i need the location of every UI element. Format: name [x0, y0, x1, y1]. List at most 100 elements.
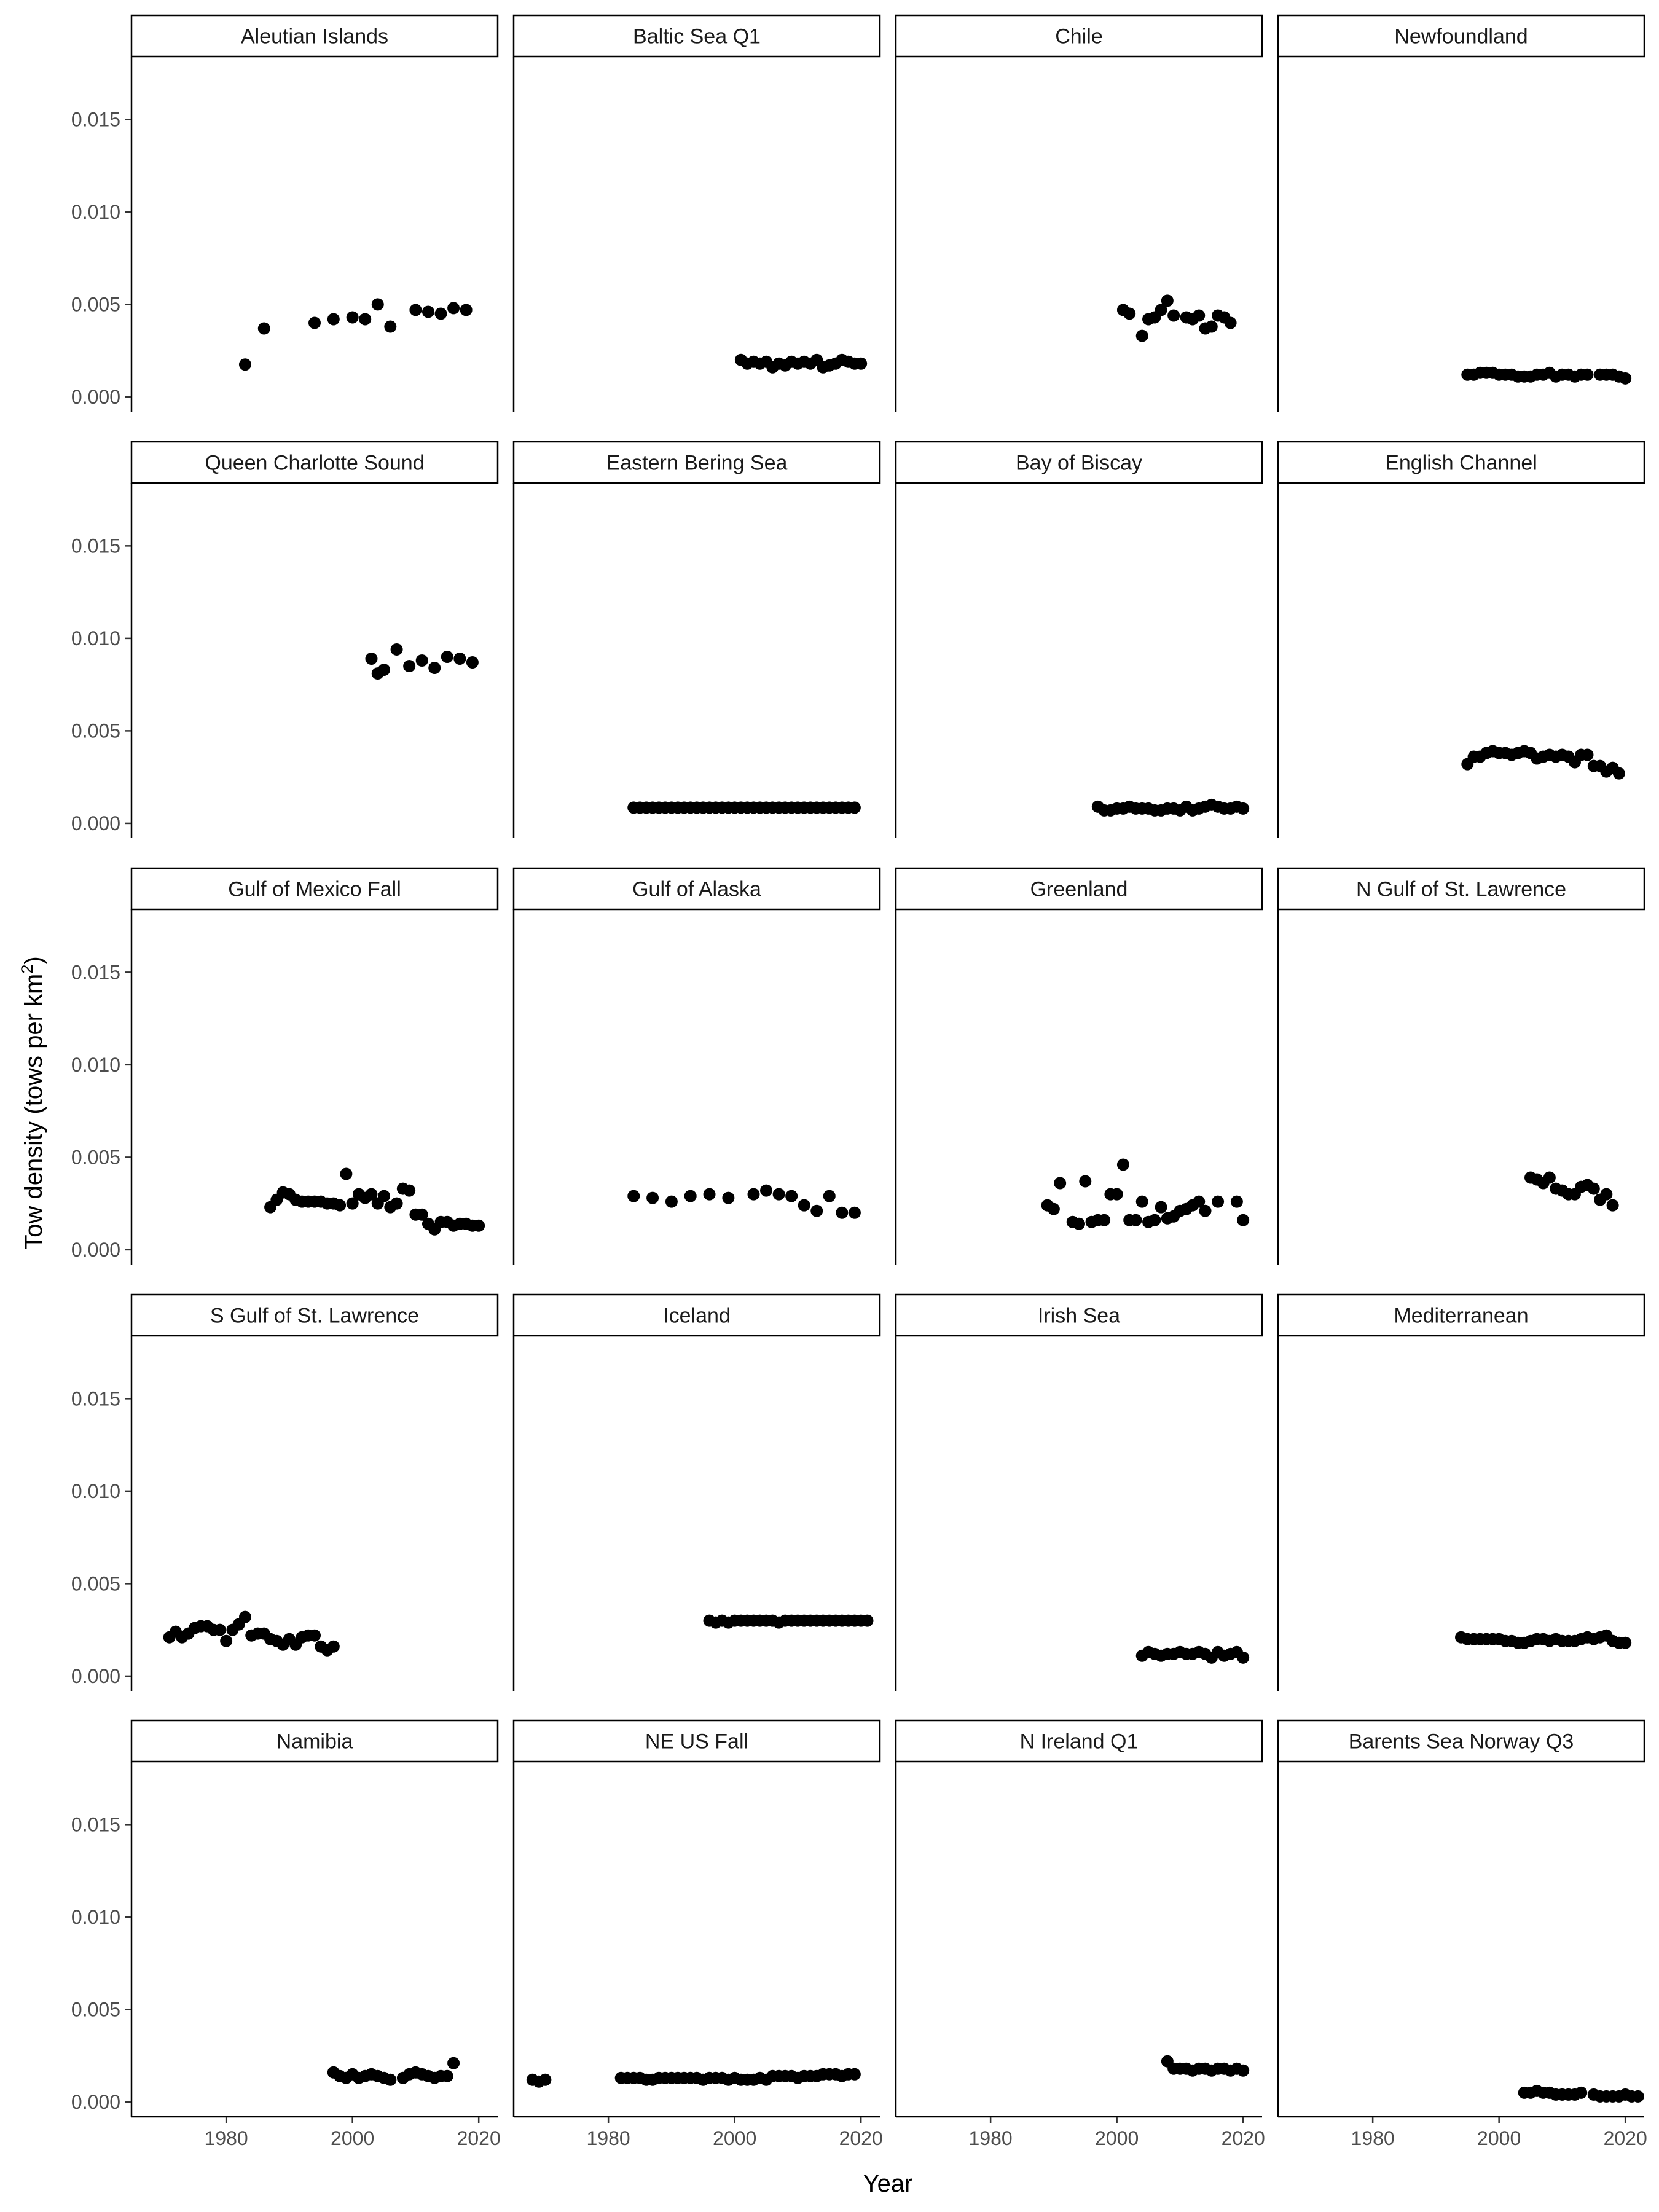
data-point	[466, 656, 479, 669]
data-point	[1543, 1171, 1556, 1184]
y-tick-label: 0.015	[71, 535, 120, 557]
data-point	[703, 1188, 716, 1201]
data-point	[346, 311, 359, 324]
x-tick-label: 1980	[205, 2127, 248, 2149]
x-tick-label: 2000	[1095, 2127, 1139, 2149]
y-tick-label: 0.010	[71, 627, 120, 649]
data-point	[1148, 1214, 1161, 1226]
data-point	[346, 1197, 359, 1210]
panel: Queen Charlotte Sound 0.000 0.005 0.010 0.01…	[71, 441, 499, 838]
panel: Mediterranean	[1277, 1293, 1645, 1691]
y-tick-label: 0.010	[71, 1054, 120, 1076]
data-point	[257, 322, 270, 335]
data-point	[334, 1199, 347, 1212]
data-point	[220, 1634, 233, 1647]
data-point	[1123, 307, 1136, 320]
data-point	[760, 1184, 773, 1197]
data-point	[798, 1199, 810, 1212]
x-tick-label: 2020	[1222, 2127, 1265, 2149]
data-point	[359, 313, 372, 326]
x-axis-title: Year	[863, 2170, 913, 2197]
data-point	[308, 1629, 321, 1642]
data-point	[1167, 309, 1180, 322]
data-point	[415, 1208, 428, 1221]
data-point	[823, 1190, 836, 1202]
facet-strip	[512, 867, 881, 911]
panel: Irish Sea	[895, 1293, 1263, 1691]
y-axis-title-main: Tow density (tows per km	[20, 974, 47, 1250]
y-axis-title-end: )	[20, 956, 47, 964]
facet-strip	[512, 441, 881, 484]
y-tick-label: 0.000	[71, 2091, 120, 2113]
x-tick-label: 2000	[1477, 2127, 1521, 2149]
panel: Bay of Biscay	[895, 441, 1263, 838]
y-tick-label: 0.000	[71, 1665, 120, 1687]
panel: Greenland	[895, 867, 1263, 1265]
data-point	[861, 1614, 874, 1627]
data-point	[1110, 1188, 1123, 1201]
facet-strip	[1277, 14, 1645, 58]
data-point	[665, 1195, 678, 1208]
facet-strip	[1277, 441, 1645, 484]
panel: Aleutian Islands 0.000 0.005 0.010 0.015	[71, 14, 499, 412]
data-point	[1054, 1177, 1067, 1190]
data-point	[434, 307, 447, 320]
data-point	[747, 1188, 760, 1201]
y-tick-label: 0.015	[71, 961, 120, 983]
y-tick-label: 0.010	[71, 1480, 120, 1502]
data-point	[447, 302, 460, 315]
y-tick-label: 0.000	[71, 812, 120, 834]
facet-strip-label: N Ireland Q1	[1020, 1730, 1139, 1754]
panel: Namibia 0.000 0.005 0.010 0.015 1980 2000 2020	[71, 1719, 501, 2149]
facet-strip	[895, 1293, 1263, 1337]
data-point	[238, 1610, 251, 1623]
data-point	[1237, 1651, 1250, 1664]
data-point	[1619, 1636, 1632, 1649]
x-tick-label: 1980	[969, 2127, 1013, 2149]
data-point	[1581, 748, 1594, 761]
y-tick-label: 0.005	[71, 720, 120, 742]
y-axis-title-superscript: 2	[18, 965, 36, 974]
data-point	[1116, 1158, 1129, 1171]
y-tick-label: 0.005	[71, 1572, 120, 1594]
facet-strip	[895, 1719, 1263, 1763]
y-axis-title: Tow density (tows per km2)	[18, 956, 47, 1249]
facet-strip-label: Namibia	[276, 1730, 353, 1754]
facet-strip	[1277, 867, 1645, 911]
panel: Baltic Sea Q1	[512, 14, 881, 412]
data-point	[390, 643, 403, 656]
data-point	[1135, 1195, 1148, 1208]
panel: Barents Sea Norway Q3 1980 2000 2020	[1277, 1719, 1647, 2149]
panel: Newfoundland	[1277, 14, 1645, 412]
data-point	[1161, 294, 1174, 307]
data-point	[453, 652, 466, 665]
facet-strip	[130, 1293, 499, 1337]
x-tick-label: 2000	[331, 2127, 374, 2149]
data-point	[1073, 1217, 1085, 1230]
data-point	[722, 1191, 735, 1204]
x-tick-label: 1980	[587, 2127, 630, 2149]
facet-strip	[130, 1719, 499, 1763]
facet-strip-label: S Gulf of St. Lawrence	[210, 1304, 419, 1328]
x-tick-label: 2020	[457, 2127, 501, 2149]
data-point	[390, 1197, 403, 1210]
y-tick-label: 0.015	[71, 1813, 120, 1835]
data-point	[772, 1188, 785, 1201]
data-point	[1230, 1195, 1243, 1208]
data-point	[403, 660, 416, 673]
data-point	[1237, 802, 1250, 815]
data-point	[384, 320, 397, 333]
data-point	[1212, 1195, 1225, 1208]
panel: S Gulf of St. Lawrence 0.000 0.005 0.010 0.0…	[71, 1293, 499, 1691]
facet-strip-label: Newfoundland	[1394, 25, 1528, 49]
data-point	[1224, 316, 1237, 329]
data-point	[1155, 1201, 1167, 1214]
facet-strip	[512, 1719, 881, 1763]
data-point	[1098, 1214, 1111, 1226]
y-tick-label: 0.005	[71, 293, 120, 315]
data-point	[1619, 372, 1632, 385]
facet-strip-label: Chile	[1055, 25, 1102, 49]
data-point	[1129, 1214, 1142, 1226]
data-point	[1237, 1214, 1250, 1226]
